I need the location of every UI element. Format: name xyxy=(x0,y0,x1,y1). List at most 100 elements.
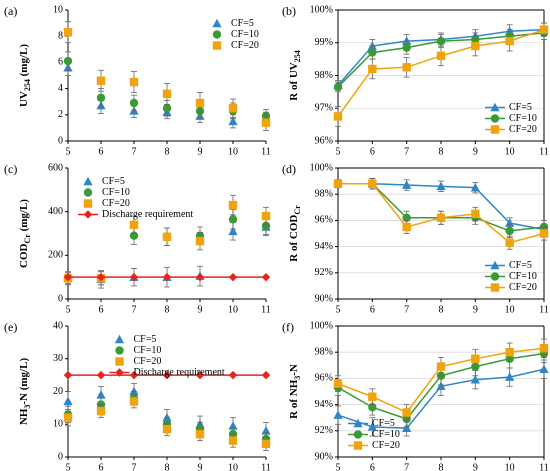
data-point xyxy=(505,36,514,46)
y-tick-label: 2 xyxy=(58,109,63,120)
y-axis-label: R of UV254 xyxy=(288,50,303,101)
data-point xyxy=(195,272,205,282)
x-tick-label: 6 xyxy=(370,304,375,315)
legend-label: CF=10 xyxy=(134,345,162,356)
data-point xyxy=(505,348,514,357)
y-tick-label: 40 xyxy=(53,320,63,331)
data-point xyxy=(470,374,480,384)
y-tick-label: 98% xyxy=(315,70,333,81)
data-point xyxy=(505,238,514,247)
x-tick-label: 8 xyxy=(165,304,170,315)
data-point xyxy=(333,179,343,188)
legend-label: CF=20 xyxy=(372,440,400,451)
legend-label: CF=5 xyxy=(231,18,254,29)
x-tick-label: 6 xyxy=(99,304,104,315)
y-tick-label: 400 xyxy=(48,206,63,217)
data-point xyxy=(162,412,172,422)
legend-marker xyxy=(490,272,500,281)
y-tick-label: 100% xyxy=(310,320,333,331)
y-tick-label: 99% xyxy=(315,37,333,48)
data-point xyxy=(162,370,172,380)
y-tick-label: 10 xyxy=(53,4,63,15)
data-point xyxy=(368,64,377,74)
x-tick-label: 9 xyxy=(473,146,478,157)
y-axis-label-part: R of COD xyxy=(288,215,300,262)
x-tick-label: 10 xyxy=(228,146,238,157)
panel-label: (c) xyxy=(4,162,17,176)
data-point xyxy=(228,200,238,210)
y-axis-label: UV254 (mg/L) xyxy=(18,44,33,107)
y-tick-label: 100% xyxy=(310,4,333,15)
data-point xyxy=(367,41,377,50)
y-tick-label: 6 xyxy=(58,57,63,68)
data-point xyxy=(129,397,139,406)
data-point xyxy=(228,436,238,445)
data-point xyxy=(261,118,271,127)
legend-marker xyxy=(353,418,363,428)
y-axis-label-part: -N xyxy=(288,364,300,376)
data-point xyxy=(471,209,480,219)
data-point xyxy=(96,272,106,282)
y-tick-label: 98% xyxy=(315,188,333,199)
y-axis-label: R of NH3-N xyxy=(288,364,303,419)
panel-label: (b) xyxy=(282,4,296,18)
data-point xyxy=(539,344,549,353)
data-point xyxy=(333,112,343,121)
data-point xyxy=(436,213,446,222)
y-axis-label-subscript: 254 xyxy=(293,50,302,62)
data-point xyxy=(228,116,238,126)
x-tick-label: 11 xyxy=(261,304,271,315)
legend-marker xyxy=(115,368,124,377)
legend-marker xyxy=(490,283,500,292)
data-point xyxy=(228,370,238,380)
y-tick-label: 94% xyxy=(315,399,333,410)
legend-label: CF=10 xyxy=(509,113,537,124)
x-tick-label: 10 xyxy=(505,462,515,471)
y-tick-label: 20 xyxy=(53,386,63,397)
legend-label: CF=20 xyxy=(231,40,259,51)
x-tick-label: 5 xyxy=(66,146,71,157)
y-tick-label: 30 xyxy=(53,353,63,364)
legend-marker xyxy=(212,18,222,28)
legend-label: CF=5 xyxy=(102,176,125,187)
y-tick-label: 8 xyxy=(58,30,63,41)
y-axis-label-part: (mg/L) xyxy=(18,199,30,234)
data-point xyxy=(368,48,377,57)
panel-label: (e) xyxy=(4,320,17,334)
data-point xyxy=(228,104,238,113)
legend-label: CF=5 xyxy=(509,260,532,271)
y-axis-label-part: R of NH xyxy=(288,379,300,419)
data-point xyxy=(129,220,139,229)
x-tick-label: 10 xyxy=(228,304,238,315)
data-point xyxy=(261,221,271,231)
legend-marker xyxy=(490,114,500,123)
legend-label: CF=10 xyxy=(372,429,400,440)
data-point xyxy=(96,93,106,102)
data-point xyxy=(436,51,446,61)
legend-marker xyxy=(83,199,93,208)
legend-label: CF=20 xyxy=(509,124,537,135)
data-point xyxy=(129,77,139,87)
y-tick-label: 92% xyxy=(315,267,333,278)
y-tick-label: 90% xyxy=(315,293,333,304)
data-point xyxy=(96,76,106,85)
x-tick-label: 5 xyxy=(336,304,341,315)
x-tick-label: 10 xyxy=(505,304,515,315)
y-axis-label-part: -N (mg/L) xyxy=(18,358,30,405)
data-point xyxy=(195,370,205,380)
data-point xyxy=(63,396,73,406)
y-axis-label: CODCr (mg/L) xyxy=(18,199,33,268)
x-tick-label: 7 xyxy=(404,146,409,157)
legend-marker xyxy=(490,125,500,134)
panel-label: (f) xyxy=(282,320,294,334)
data-point xyxy=(261,370,271,380)
legend-label: CF=10 xyxy=(102,187,130,198)
legend-label: CF=5 xyxy=(134,334,157,345)
y-axis-label-subscript: Cr xyxy=(23,234,32,244)
y-tick-label: 100% xyxy=(310,162,333,173)
y-axis-label-part: COD xyxy=(18,243,30,268)
data-point xyxy=(436,181,446,191)
x-tick-label: 7 xyxy=(132,304,137,315)
data-point xyxy=(402,222,411,232)
data-point xyxy=(195,236,205,246)
